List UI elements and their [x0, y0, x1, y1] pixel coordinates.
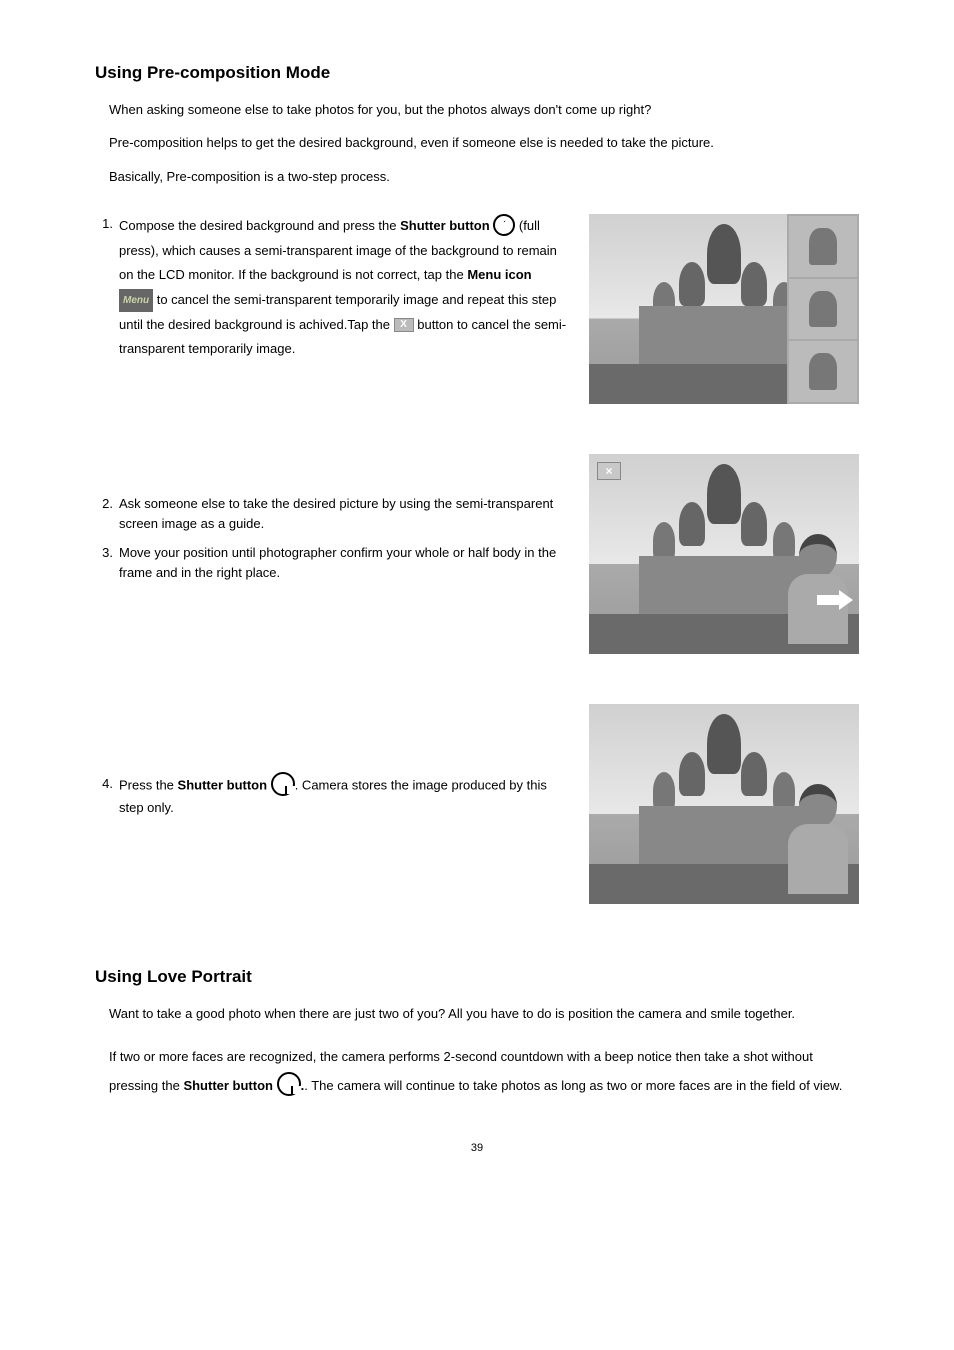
x-close-icon: X	[394, 318, 414, 332]
menu-icon: Menu	[119, 289, 153, 312]
love-para-1: Want to take a good photo when there are…	[109, 1004, 859, 1024]
step-3-body: Move your position until photographer co…	[119, 543, 569, 582]
step-3-number: 3.	[95, 543, 119, 582]
page-number: 39	[95, 1140, 859, 1157]
thumbnail-3	[789, 341, 857, 402]
love-para-2b: . The camera will continue to take photo…	[304, 1078, 842, 1093]
step-2-body: Ask someone else to take the desired pic…	[119, 494, 569, 533]
thumbnail-strip	[787, 214, 859, 404]
menu-icon-label: Menu icon	[467, 267, 531, 282]
thumbnail-1	[789, 216, 857, 277]
cancel-overlay-icon: ×	[597, 462, 621, 480]
step-2-number: 2.	[95, 494, 119, 533]
person-silhouette-final	[783, 784, 853, 904]
intro-para-3: Basically, Pre-composition is a two-step…	[109, 167, 859, 187]
shutter-button-label: Shutter button	[400, 218, 490, 233]
step-4-body: Press the Shutter button . Camera stores…	[119, 774, 569, 818]
shutter-button-label-4: Shutter button	[178, 777, 268, 792]
shutter-icon	[493, 214, 515, 236]
section-heading-precomposition: Using Pre-composition Mode	[95, 60, 859, 86]
intro-para-1: When asking someone else to take photos …	[109, 100, 859, 120]
step1-t1: Compose the desired background and press…	[119, 218, 400, 233]
step-1-row: 1. Compose the desired background and pr…	[95, 214, 859, 404]
step-1-text: 1. Compose the desired background and pr…	[95, 214, 569, 372]
section-heading-loveportrait: Using Love Portrait	[95, 964, 859, 990]
step4-t1: Press the	[119, 777, 178, 792]
move-arrow-icon	[839, 590, 853, 610]
shutter-button-label-love: Shutter button	[183, 1078, 273, 1093]
step-2-image: ×	[589, 454, 859, 654]
step-4-row: 4. Press the Shutter button . Camera sto…	[95, 704, 859, 904]
step-1-number: 1.	[95, 214, 119, 362]
intro-para-2: Pre-composition helps to get the desired…	[109, 133, 859, 153]
move-arrow-bar	[817, 595, 839, 605]
step-1-image	[589, 214, 859, 404]
love-para-2: If two or more faces are recognized, the…	[109, 1043, 859, 1100]
shutter-icon	[277, 1072, 301, 1096]
step-4-text: 4. Press the Shutter button . Camera sto…	[95, 704, 569, 828]
step-1-body: Compose the desired background and press…	[119, 214, 569, 362]
step-2-3-text: 2. Ask someone else to take the desired …	[95, 454, 569, 592]
thumbnail-2	[789, 279, 857, 340]
step-4-image	[589, 704, 859, 904]
step-4-number: 4.	[95, 774, 119, 818]
step-2-3-row: 2. Ask someone else to take the desired …	[95, 454, 859, 654]
shutter-icon	[271, 772, 295, 796]
